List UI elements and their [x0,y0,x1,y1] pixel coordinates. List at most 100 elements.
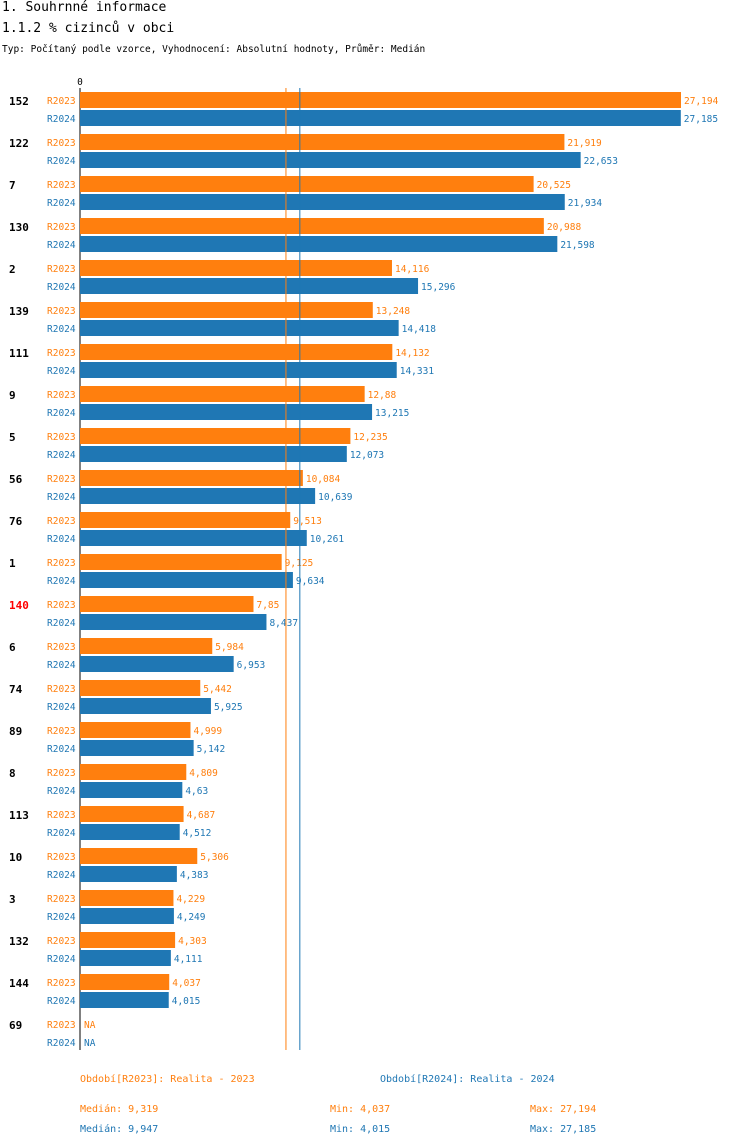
series-label-r2023: R2023 [47,1020,76,1031]
series-label-r2023: R2023 [47,264,76,275]
series-label-r2024: R2024 [47,240,76,251]
category-label: 8 [9,767,16,780]
data-label-r2024: 27,185 [684,114,718,125]
bar-r2024 [80,110,681,126]
bar-r2023 [80,386,365,402]
stat-max-r2024: Max: 27,185 [530,1124,597,1135]
bar-r2024 [80,698,211,714]
series-label-r2023: R2023 [47,306,76,317]
legend-r2023: Období[R2023]: Realita - 2023 [80,1074,255,1085]
data-label-r2023: 20,525 [537,180,571,191]
series-label-r2023: R2023 [47,348,76,359]
data-label-r2024: 15,296 [421,282,456,293]
data-label-r2024: 22,653 [584,156,618,167]
data-label-r2023: 27,194 [684,96,719,107]
bar-r2024 [80,362,397,378]
data-label-r2024: 4,512 [183,828,212,839]
data-label-r2024: 4,015 [172,996,201,1007]
data-label-r2023: 20,988 [547,222,582,233]
data-label-r2024: 10,261 [310,534,345,545]
bar-r2023 [80,848,198,864]
bar-r2024 [80,404,373,420]
data-label-r2024: 13,215 [375,408,409,419]
data-label-r2024: 4,63 [185,786,208,797]
bar-r2023 [80,344,393,360]
category-label: 139 [9,305,29,318]
series-label-r2023: R2023 [47,978,76,989]
bar-r2023 [80,302,373,318]
series-label-r2024: R2024 [47,408,76,419]
data-label-r2024: 4,111 [174,954,203,965]
bar-r2023 [80,722,191,738]
series-label-r2023: R2023 [47,726,76,737]
stat-max-r2023: Max: 27,194 [530,1104,597,1115]
bar-r2024 [80,992,169,1008]
stat-median-r2023: Medián: 9,319 [80,1104,159,1115]
bar-r2024 [80,740,194,756]
category-label: 1 [9,557,16,570]
category-label: 3 [9,893,16,906]
category-label: 69 [9,1019,22,1032]
series-label-r2023: R2023 [47,600,76,611]
series-label-r2024: R2024 [47,744,76,755]
stat-min-r2023: Min: 4,037 [330,1104,391,1115]
data-label-r2024: 6,953 [237,660,266,671]
series-label-r2023: R2023 [47,768,76,779]
bar-r2023 [80,890,174,906]
data-label-r2024: 4,249 [177,912,206,923]
category-label: 10 [9,851,22,864]
series-label-r2024: R2024 [47,156,76,167]
page-title: 1. Souhrnné informace [2,0,167,15]
series-label-r2024: R2024 [47,576,76,587]
data-label-r2024: 9,634 [296,576,325,587]
bar-r2023 [80,134,565,150]
category-label: 111 [9,347,29,360]
data-label-r2024: 14,418 [402,324,437,335]
bar-r2024 [80,320,399,336]
bar-r2023 [80,92,681,108]
data-label-r2024: 10,639 [318,492,353,503]
bar-r2023 [80,554,282,570]
data-label-r2024: NA [84,1038,96,1049]
category-label: 5 [9,431,16,444]
data-label-r2023: 4,037 [172,978,201,989]
data-label-r2024: 14,331 [400,366,435,377]
bar-r2023 [80,596,254,612]
series-label-r2024: R2024 [47,828,76,839]
category-label: 56 [9,473,23,486]
bar-r2023 [80,638,213,654]
category-label: 130 [9,221,29,234]
stat-min-r2024: Min: 4,015 [330,1124,391,1135]
bar-r2024 [80,656,234,672]
series-label-r2023: R2023 [47,936,76,947]
data-label-r2023: 9,125 [285,558,314,569]
bar-r2024 [80,194,565,210]
bar-r2024 [80,614,267,630]
data-label-r2023: 7,85 [256,600,279,611]
series-label-r2023: R2023 [47,222,76,233]
bar-r2024 [80,782,183,798]
data-label-r2024: 12,073 [350,450,384,461]
bar-r2023 [80,470,303,486]
data-label-r2024: 21,934 [568,198,603,209]
series-label-r2023: R2023 [47,684,76,695]
data-label-r2023: 9,513 [293,516,322,527]
legend-r2024: Období[R2024]: Realita - 2024 [380,1074,555,1085]
bar-r2023 [80,260,392,276]
category-label: 76 [9,515,23,528]
series-label-r2024: R2024 [47,786,76,797]
category-label: 7 [9,179,16,192]
bar-r2024 [80,488,316,504]
category-label: 2 [9,263,16,276]
category-label: 144 [9,977,29,990]
bar-r2023 [80,680,201,696]
category-label: 132 [9,935,29,948]
series-label-r2024: R2024 [47,534,76,545]
series-label-r2024: R2024 [47,912,76,923]
category-label: 152 [9,95,29,108]
series-label-r2023: R2023 [47,642,76,653]
data-label-r2023: 4,809 [189,768,218,779]
chart-type-line: Typ: Počítaný podle vzorce, Vyhodnocení:… [2,44,426,55]
series-label-r2024: R2024 [47,870,76,881]
